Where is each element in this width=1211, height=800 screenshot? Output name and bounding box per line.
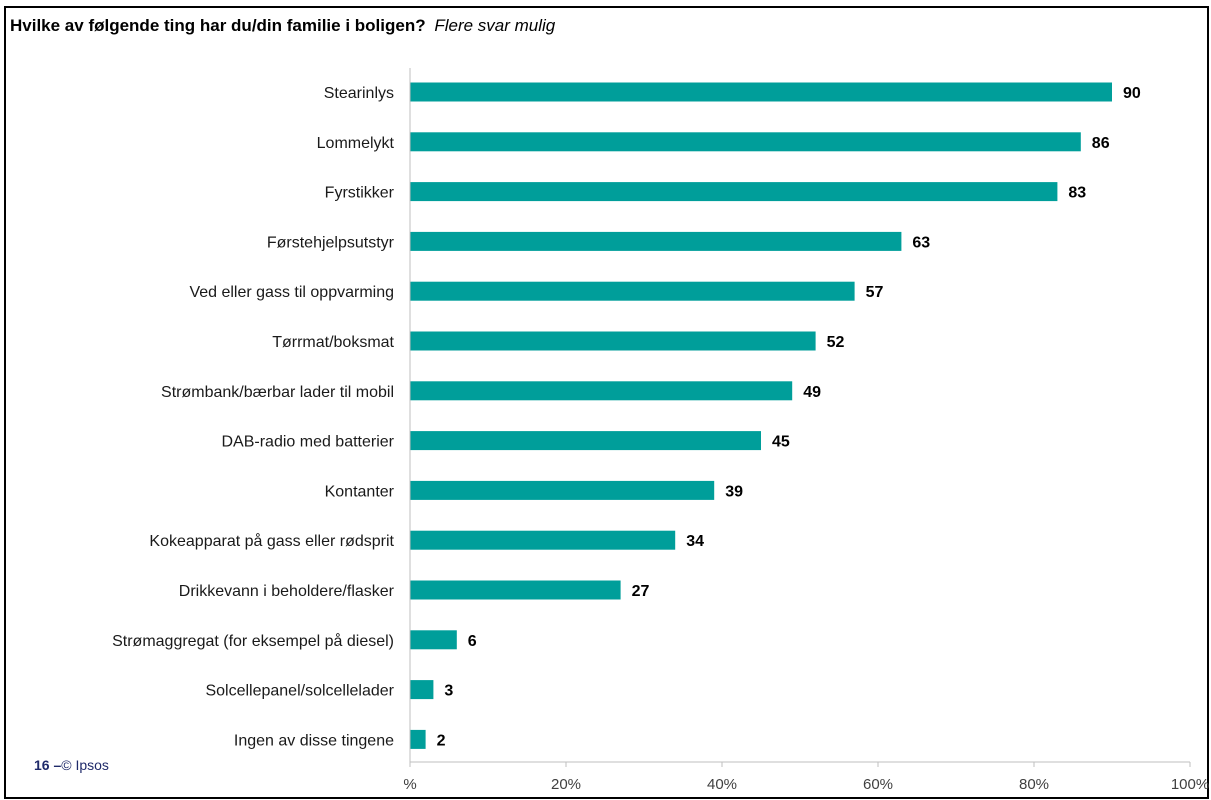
value-label: 2	[437, 732, 446, 749]
bar	[410, 82, 1112, 102]
bar	[410, 132, 1081, 152]
x-tick-label: 60%	[863, 776, 893, 793]
category-label: Lommelykt	[317, 135, 395, 152]
bar	[410, 680, 434, 700]
category-label: Tørrmat/boksmat	[272, 334, 394, 351]
page-footer: 16 –© Ipsos	[34, 757, 109, 773]
chart-title-main: Hvilke av følgende ting har du/din famil…	[10, 16, 426, 35]
footer-dash: –	[53, 757, 62, 773]
category-label: Kontanter	[325, 483, 395, 500]
x-tick-label: 40%	[707, 776, 737, 793]
category-label: Fyrstikker	[325, 185, 395, 202]
value-label: 39	[725, 483, 743, 500]
bar	[410, 630, 457, 650]
value-label: 3	[444, 683, 453, 700]
category-label: DAB-radio med batterier	[221, 434, 394, 451]
category-label: Kokeapparat på gass eller rødsprit	[149, 532, 394, 550]
value-label: 83	[1068, 185, 1086, 202]
bar	[410, 431, 761, 451]
bar	[410, 729, 426, 749]
bar	[410, 231, 902, 251]
value-label: 49	[803, 384, 821, 401]
category-label: Ved eller gass til oppvarming	[189, 284, 394, 301]
x-tick-label: 20%	[551, 776, 581, 793]
category-label: Ingen av disse tingene	[234, 732, 394, 749]
value-label: 63	[912, 234, 930, 251]
category-label: Strømaggregat (for eksempel på diesel)	[112, 632, 394, 650]
bar	[410, 381, 793, 401]
copyright-text: © Ipsos	[61, 757, 109, 773]
category-label: Drikkevann i beholdere/flasker	[179, 583, 395, 600]
chart-title: Hvilke av følgende ting har du/din famil…	[10, 16, 555, 36]
category-label: Strømbank/bærbar lader til mobil	[161, 384, 394, 401]
bar	[410, 182, 1058, 202]
value-label: 86	[1092, 135, 1110, 152]
x-tick-label: 80%	[1019, 776, 1049, 793]
value-label: 45	[772, 434, 790, 451]
x-tick-label: 100%	[1171, 776, 1209, 793]
value-label: 90	[1123, 85, 1141, 102]
page-number: 16	[34, 757, 50, 773]
value-label: 52	[827, 334, 845, 351]
x-tick-label: %	[403, 776, 416, 793]
bar	[410, 331, 816, 351]
value-label: 34	[686, 533, 704, 550]
bar	[410, 281, 855, 301]
chart-title-sub: Flere svar mulig	[434, 16, 556, 35]
chart-frame	[4, 6, 1209, 799]
category-label: Stearinlys	[324, 85, 394, 102]
value-label: 6	[468, 633, 477, 650]
bar	[410, 530, 676, 550]
value-label: 57	[866, 284, 884, 301]
category-label: Førstehjelpsutstyr	[267, 234, 395, 251]
bar	[410, 580, 621, 600]
bar	[410, 480, 715, 500]
value-label: 27	[632, 583, 650, 600]
category-label: Solcellepanel/solcellelader	[205, 683, 394, 700]
